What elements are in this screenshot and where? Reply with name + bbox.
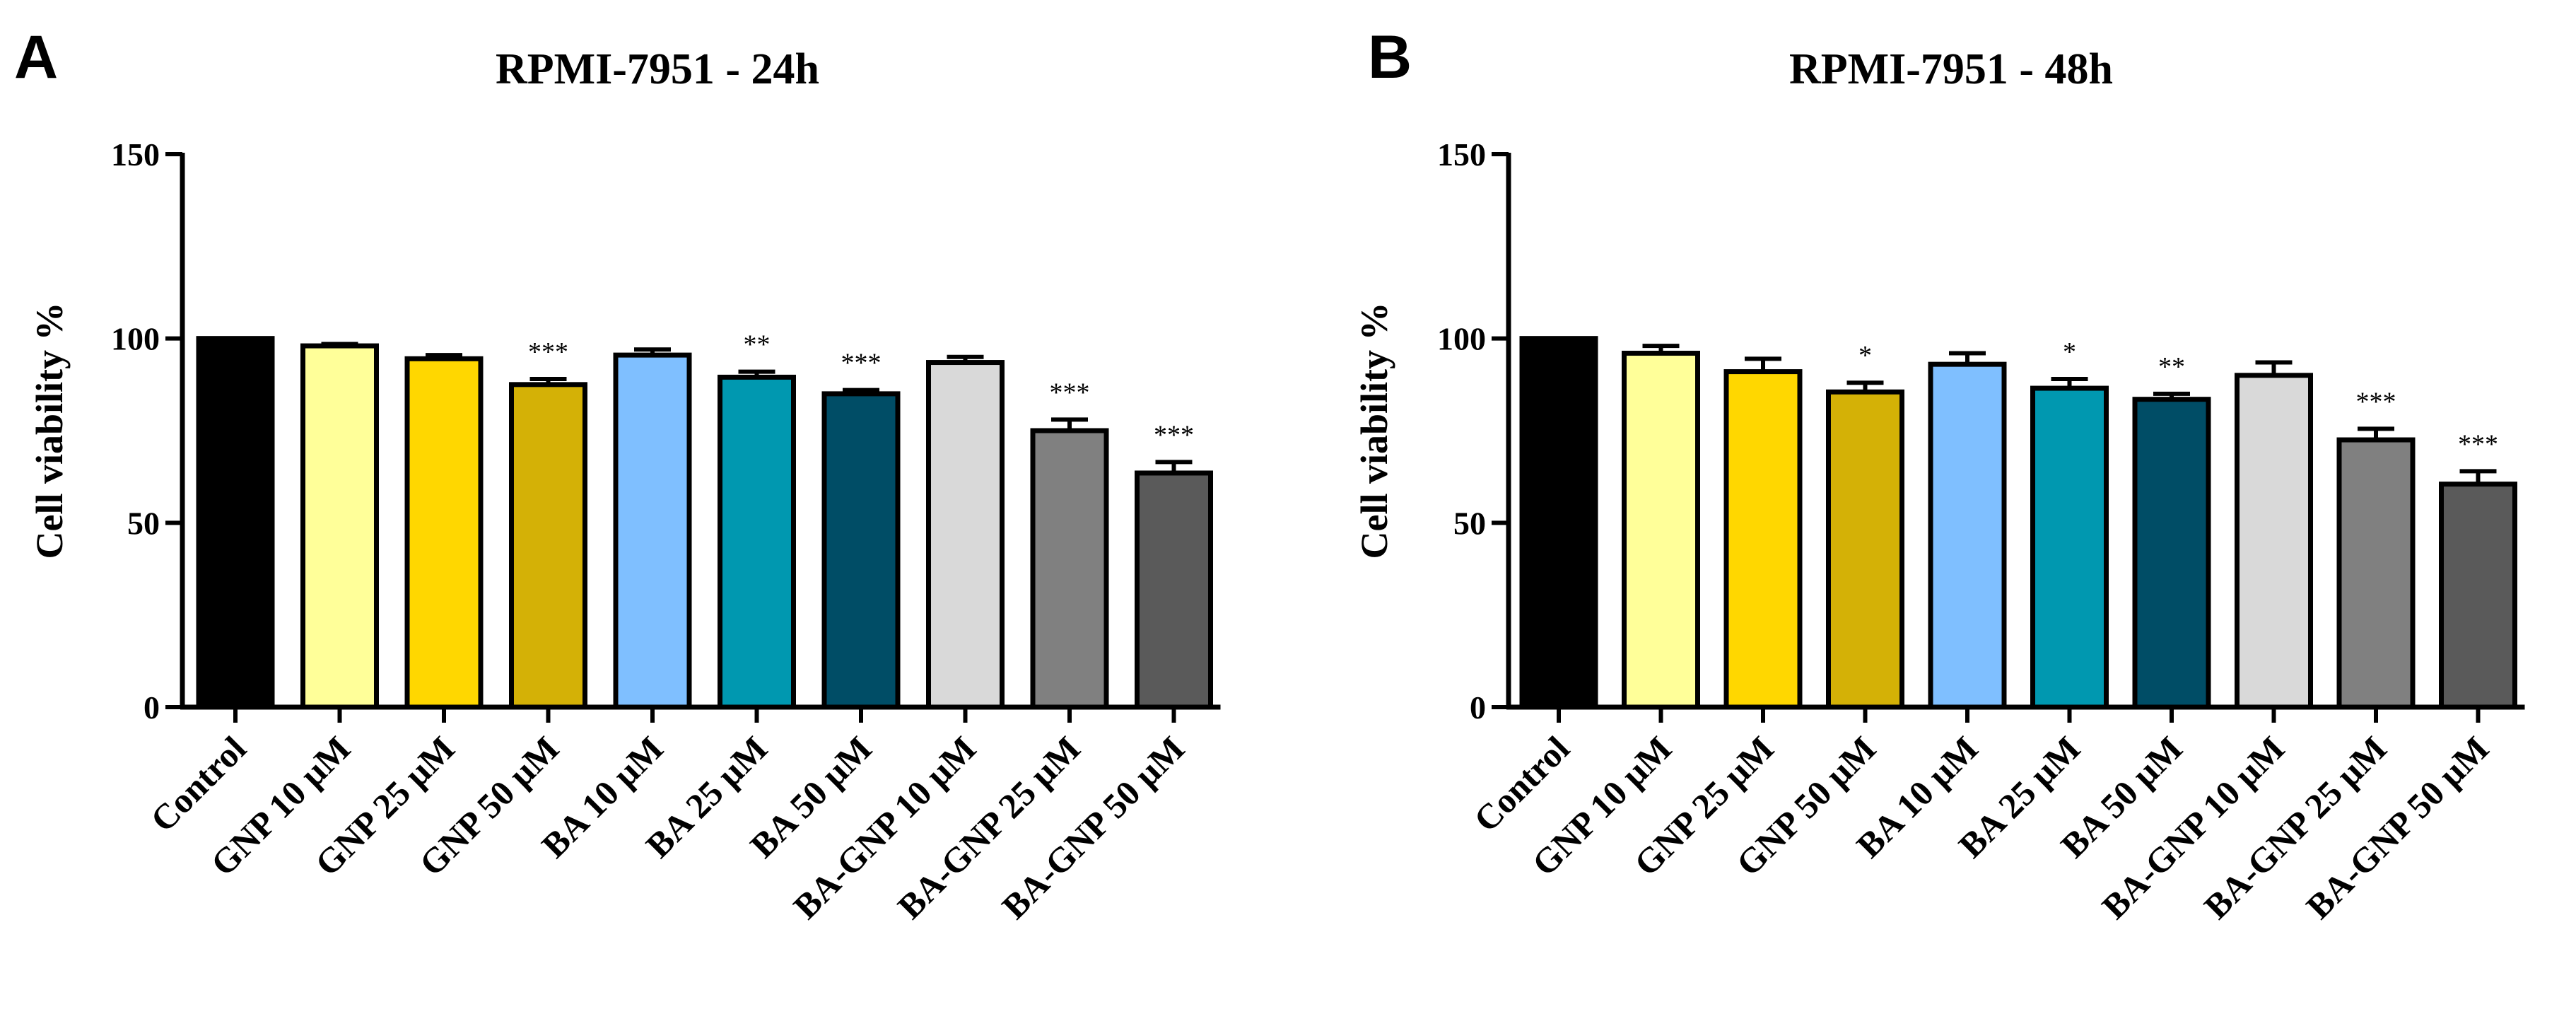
chart-title: RPMI-7951 - 48h [1789,45,2113,93]
error-bar [1155,460,1193,473]
bar [2132,397,2211,710]
error-bar [2051,377,2088,389]
bar [300,343,379,710]
error-bar [529,377,567,385]
significance-marker: *** [1154,420,1194,450]
error-bar [2459,469,2497,484]
significance-marker: * [2063,337,2076,367]
bar [1030,428,1109,710]
bar [404,356,484,710]
bar [1928,361,2007,710]
error-bar [1642,344,1680,354]
y-tick-label: 100 [111,321,160,357]
y-tick-label: 0 [144,689,160,726]
x-tick-label: BA-GNP 10 µM [2094,728,2292,926]
error-bar [738,369,775,378]
y-tick-label: 50 [127,505,160,541]
significance-marker: ** [744,330,771,360]
y-tick-label: 100 [1437,321,1486,357]
significance-marker: *** [528,337,568,367]
bar [1826,389,1904,710]
significance-marker: *** [1050,378,1090,407]
error-bar [1745,356,1781,372]
significance-marker: * [1858,341,1872,371]
error-bar [843,388,879,394]
significance-marker: *** [2458,429,2498,459]
x-tick-label: BA-GNP 50 µM [2298,728,2496,926]
error-bar [947,354,984,363]
y-axis-label: Cell viability % [28,303,71,559]
error-bar [2358,426,2394,441]
y-tick-label: 150 [1437,136,1486,173]
significance-marker: *** [2356,387,2396,417]
bar [196,336,275,710]
error-bar [426,353,462,359]
bar [1519,336,1598,710]
bar [2235,373,2313,710]
panel-a: A RPMI-7951 - 24h Cell viability % 0 50 100 1… [14,23,1221,926]
significance-marker: ** [2158,352,2185,382]
y-tick-label: 0 [1470,689,1486,726]
error-bar [321,342,358,346]
y-tick-label: 150 [111,136,160,173]
panel-letter-b: B [1368,23,1412,91]
bar [718,374,796,710]
bar [2336,437,2416,710]
error-bar [2255,360,2293,375]
significance-marker: *** [841,349,882,378]
error-bar [1846,380,1884,392]
error-bar [1949,351,1986,365]
error-bar [1051,417,1088,431]
bar [1622,351,1700,710]
bar [1723,369,1803,710]
x-tick-label: BA-GNP 50 µM [994,728,1192,926]
panel-letter-a: A [14,23,58,91]
panel-b: B RPMI-7951 - 48h Cell viability % 0 50 100 1… [1353,23,2525,926]
bar [821,391,901,710]
bar [613,352,692,710]
error-bar [2153,391,2190,400]
x-tick-label: BA-GNP 25 µM [2196,728,2394,926]
y-axis-label: Cell viability % [1353,303,1395,559]
bar [926,360,1005,710]
x-tick-label: BA-GNP 10 µM [785,728,983,926]
y-tick-label: 50 [1453,505,1486,541]
error-bar [634,347,671,356]
bar [2030,385,2109,710]
bar [2439,482,2517,710]
bar [509,382,587,710]
bar [1135,470,1213,710]
x-tick-label: BA-GNP 25 µM [890,728,1088,926]
chart-title: RPMI-7951 - 24h [496,45,819,93]
